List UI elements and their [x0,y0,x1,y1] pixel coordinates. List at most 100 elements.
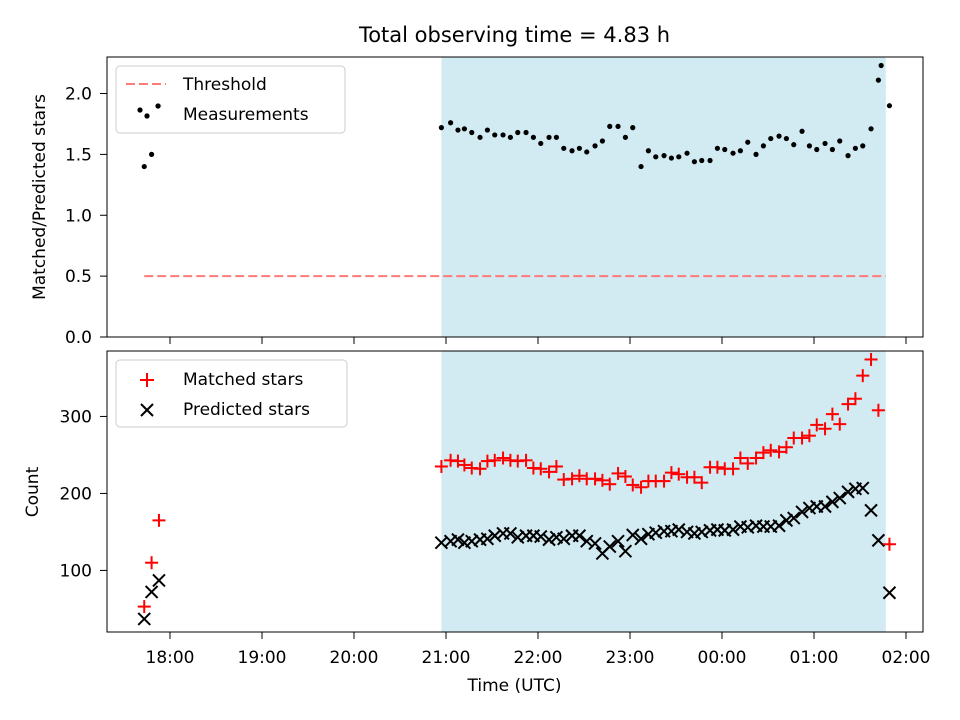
measurement-point [546,134,552,140]
measurement-point [868,126,874,132]
measurement-point [645,148,652,154]
bottom-y-ticks: 100 200 300 [60,407,107,581]
x-tick-label: 20:00 [330,648,379,668]
measurement-point [448,120,454,126]
legend-measurement-swatch [155,103,161,109]
predicted-point [611,534,625,548]
measurement-point [714,145,721,151]
measurement-point [438,125,444,131]
measurement-point [845,153,851,159]
legend-measurement-swatch [144,113,150,119]
measurement-point [561,145,567,151]
matched-point [856,369,870,383]
matched-point [672,467,686,481]
measurement-point [661,153,667,159]
matched-point [488,453,502,467]
legend-matched-swatch [140,373,154,387]
matched-point [434,459,448,473]
matched-point [825,407,839,421]
bottom-legend: Matched stars Predicted stars [115,359,348,428]
matched-point [733,451,747,465]
matched-point [572,469,586,483]
measurement-point [676,154,682,160]
predicted-point [795,505,809,519]
matched-point [741,456,755,470]
measurement-point [523,129,529,136]
measurement-point [507,134,513,140]
matched-point [603,477,617,491]
measurement-point [753,151,759,157]
measurement-point [791,142,797,148]
predicted-point [152,573,166,588]
matched-point [848,392,862,406]
top-y-ticks: 0.0 0.5 1.0 1.5 2.0 [65,85,107,348]
measurement-point [878,62,884,69]
measurement-point [691,159,698,165]
matched-point [137,600,151,614]
measurement-point [630,125,636,131]
predicted-points [137,481,897,626]
measurement-point [484,127,490,133]
predicted-point [618,544,633,558]
measurement-point [469,129,475,136]
measurement-point [730,150,736,156]
matched-points [137,352,896,614]
predicted-point [672,522,686,537]
predicted-point [882,586,897,600]
measurement-point [500,132,506,138]
matched-point [496,451,510,465]
predicted-point [580,534,594,548]
measurement-point [599,138,606,144]
measurement-point [684,150,690,156]
measurement-point [783,135,790,142]
predicted-point [488,529,502,543]
legend-measurements-label: Measurements [183,105,309,125]
bottom-shaded-span [441,351,886,632]
measurement-point [799,128,805,134]
matched-point [802,429,816,443]
measurement-point [707,157,713,164]
predicted-point [871,533,886,548]
bottom-legend-box [115,359,348,428]
measurement-point [860,143,866,149]
matched-point [657,474,671,488]
measurement-point [638,163,644,170]
measurement-point [461,126,467,132]
y-tick-label: 0.0 [65,328,92,348]
predicted-point [542,532,556,547]
matched-point [871,403,885,417]
matched-point [795,431,809,445]
matched-point [818,422,832,436]
measurement-point [569,148,575,154]
chart-title: Total observing time = 4.83 h [358,23,670,47]
measurement-point [852,145,859,151]
predicted-point [534,529,548,544]
x-tick-label: 00:00 [698,648,747,668]
matched-point [841,397,855,411]
measurement-point [668,155,675,161]
matched-point [611,466,625,480]
matched-point [145,556,159,570]
matched-point [779,440,793,454]
y-tick-label: 200 [60,484,92,504]
measurement-point [822,140,828,147]
measurement-point [745,139,751,145]
predicted-point [634,532,648,546]
y-tick-label: 100 [60,561,92,581]
measurement-point [530,134,537,140]
y-tick-label: 1.5 [65,145,92,165]
measurement-point [492,132,498,138]
predicted-point [818,499,832,514]
bottom-plot-frame [106,350,924,633]
predicted-point [779,513,794,528]
legend-predicted-swatch [140,403,154,417]
legend-threshold-label: Threshold [182,75,267,95]
predicted-point [864,503,878,518]
measurement-point [737,148,744,154]
measurement-point [576,145,583,151]
matched-point [687,470,701,484]
predicted-point [144,585,159,599]
bottom-x-ticks: 18:00 19:00 20:00 21:00 22:00 23:00 00:00 01:00… [146,632,931,668]
matched-point [756,446,770,460]
